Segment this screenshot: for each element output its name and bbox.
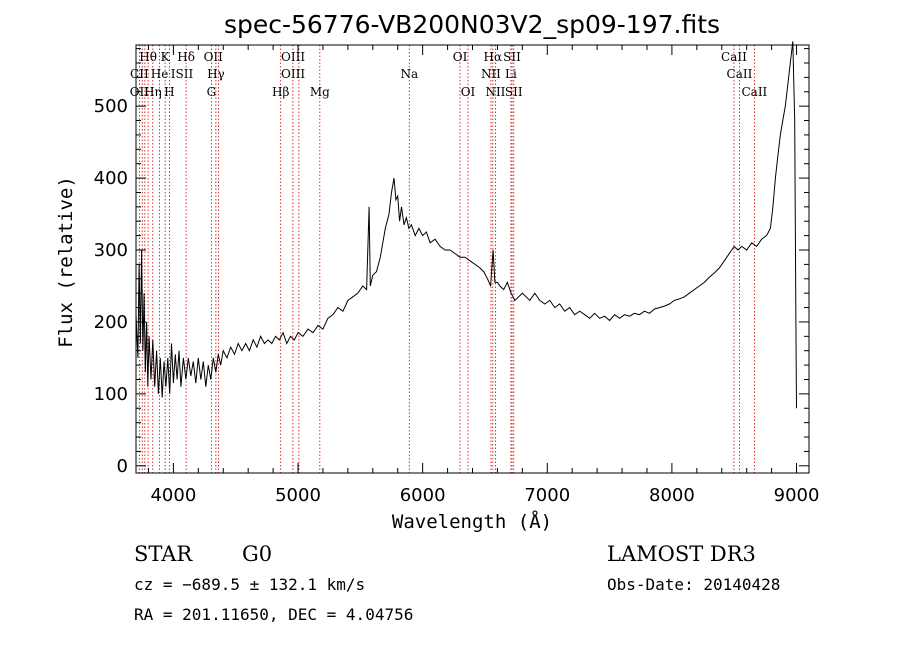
x-tick-label: 4000 — [150, 485, 196, 506]
coordinates: RA = 201.11650, DEC = 4.04756 — [134, 605, 413, 624]
line-label: CII — [130, 67, 149, 81]
line-label: Hδ — [177, 50, 195, 64]
y-axis-ticks: 0 100 200 300 400 500 — [94, 48, 809, 477]
line-label: Hβ — [272, 85, 289, 99]
line-label: Hα — [484, 50, 503, 64]
y-tick-label: 500 — [94, 96, 128, 117]
y-tick-label: 0 — [117, 456, 128, 477]
line-label: Mg — [310, 85, 330, 99]
line-label: Hη — [144, 85, 162, 99]
line-label: NII — [485, 85, 505, 99]
observation-date: Obs-Date: 20140428 — [607, 575, 780, 594]
x-tick-label: 5000 — [275, 485, 321, 506]
x-axis-ticks: 4000 5000 6000 7000 8000 9000 — [147, 45, 820, 506]
line-label: Hθ — [139, 50, 157, 64]
line-label: Na — [400, 67, 418, 81]
x-tick-label: 7000 — [524, 485, 570, 506]
y-tick-label: 400 — [94, 168, 128, 189]
spectrum-line — [135, 41, 797, 409]
y-tick-label: 300 — [94, 240, 128, 261]
plot-frame — [135, 44, 810, 474]
line-label: OIII — [281, 50, 305, 64]
emission-line-markers — [138, 45, 755, 473]
survey-name: LAMOST DR3 — [607, 542, 756, 566]
y-tick-label: 200 — [94, 312, 128, 333]
line-label: Li — [505, 67, 517, 81]
x-tick-label: 6000 — [400, 485, 446, 506]
line-label: OII — [204, 50, 224, 64]
line-label: NII — [481, 67, 501, 81]
line-label: OIII — [281, 67, 305, 81]
line-label: He — [151, 67, 169, 81]
line-label: OI — [453, 50, 468, 64]
x-tick-label: 9000 — [774, 485, 820, 506]
x-axis-label: Wavelength (Å) — [392, 510, 552, 533]
y-axis-label: Flux (relative) — [55, 176, 77, 348]
line-label: CaII — [727, 67, 753, 81]
object-subclass: G0 — [242, 542, 272, 566]
line-label: SII — [503, 50, 521, 64]
line-label: SII — [505, 85, 523, 99]
line-label: ISII — [171, 67, 194, 81]
chart-title: spec-56776-VB200N03V2_sp09-197.fits — [224, 10, 720, 39]
line-label: CaII — [721, 50, 747, 64]
y-tick-label: 100 — [94, 384, 128, 405]
line-label: K — [161, 50, 171, 64]
line-label: G — [207, 85, 217, 99]
line-label: OI — [461, 85, 476, 99]
redshift-velocity: cz = −689.5 ± 132.1 km/s — [134, 575, 365, 594]
line-label: CaII — [741, 85, 767, 99]
x-tick-label: 8000 — [649, 485, 695, 506]
line-label: Hγ — [207, 67, 225, 81]
object-type: STAR — [134, 542, 193, 566]
line-label: H — [164, 85, 174, 99]
